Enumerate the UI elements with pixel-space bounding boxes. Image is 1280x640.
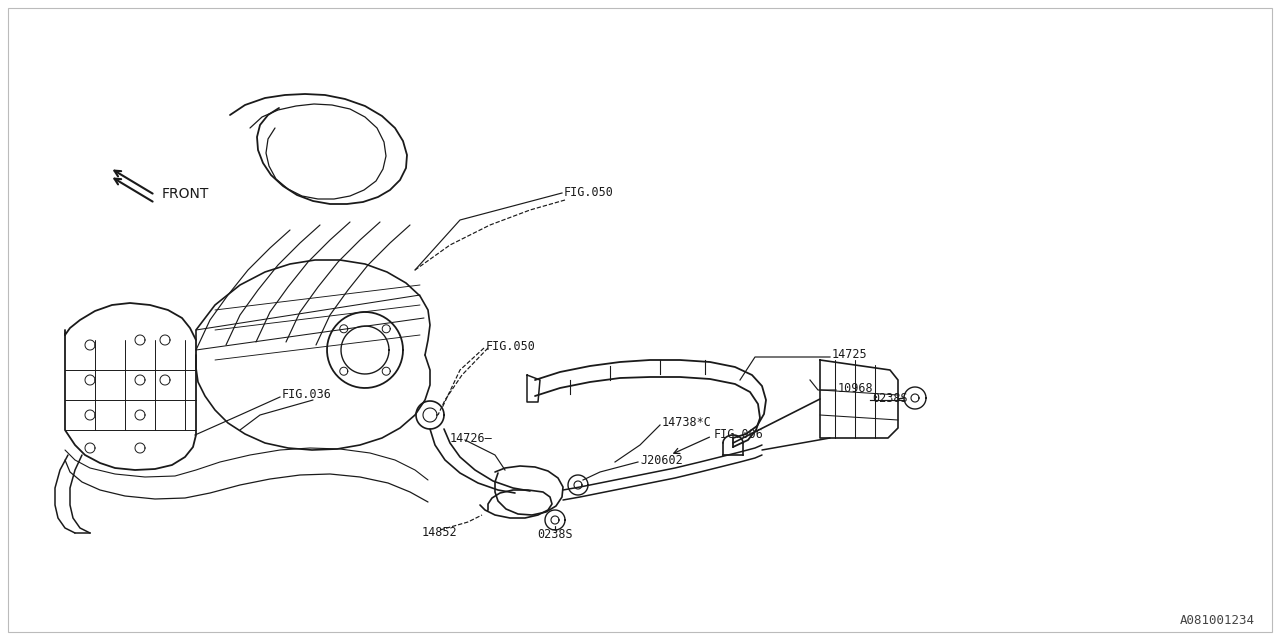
Text: FIG.050: FIG.050	[564, 186, 614, 198]
Text: 0238S: 0238S	[872, 392, 908, 404]
Text: 14725: 14725	[832, 349, 868, 362]
Text: FIG.036: FIG.036	[282, 388, 332, 401]
Text: A081001234: A081001234	[1180, 614, 1254, 627]
Text: 14852: 14852	[422, 525, 458, 538]
Text: 10968: 10968	[838, 381, 874, 394]
Text: 14738*C: 14738*C	[662, 417, 712, 429]
Text: FIG.050: FIG.050	[486, 339, 536, 353]
Text: 0238S: 0238S	[538, 527, 572, 541]
Text: 14726—: 14726—	[451, 431, 493, 445]
Text: FRONT: FRONT	[163, 187, 210, 201]
Text: FIG.006: FIG.006	[714, 428, 764, 440]
Text: J20602: J20602	[640, 454, 682, 467]
